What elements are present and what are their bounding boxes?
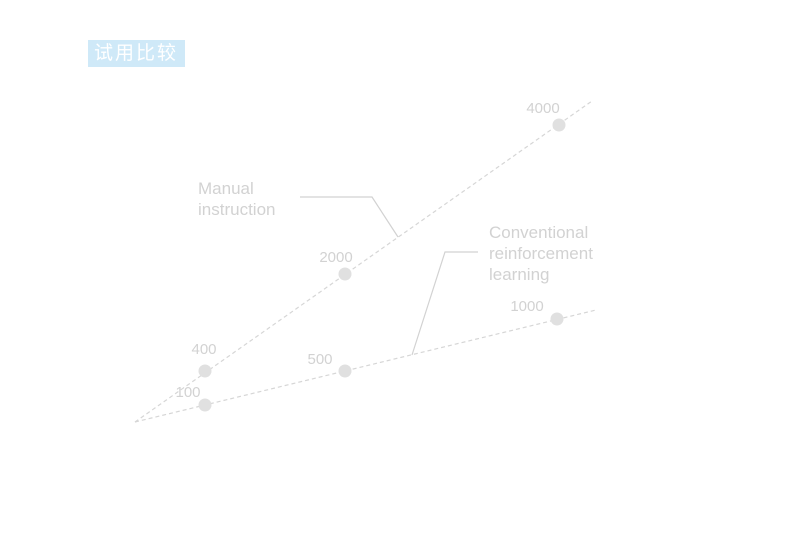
point-label: 2000 (319, 249, 352, 266)
point-label: 1000 (510, 298, 543, 315)
point-label: 500 (307, 351, 332, 368)
series-label: instruction (198, 200, 275, 219)
series-label: Manual (198, 179, 254, 198)
conventional-leader (411, 251, 478, 356)
point (338, 364, 352, 378)
series-label: learning (489, 265, 550, 284)
point (198, 398, 212, 412)
point-label: 400 (191, 341, 216, 358)
point-label: 100 (175, 384, 200, 401)
conventional-line (134, 309, 597, 423)
series-label: reinforcement (489, 244, 593, 263)
series-label: Conventional (489, 223, 588, 242)
manual-line (134, 100, 593, 423)
point (550, 312, 564, 326)
manual-leader (300, 196, 399, 238)
point (198, 364, 212, 378)
title: 试用比较 (94, 42, 178, 64)
title-box (88, 40, 185, 67)
point (338, 267, 352, 281)
point-label: 4000 (526, 100, 559, 117)
point (552, 118, 566, 132)
